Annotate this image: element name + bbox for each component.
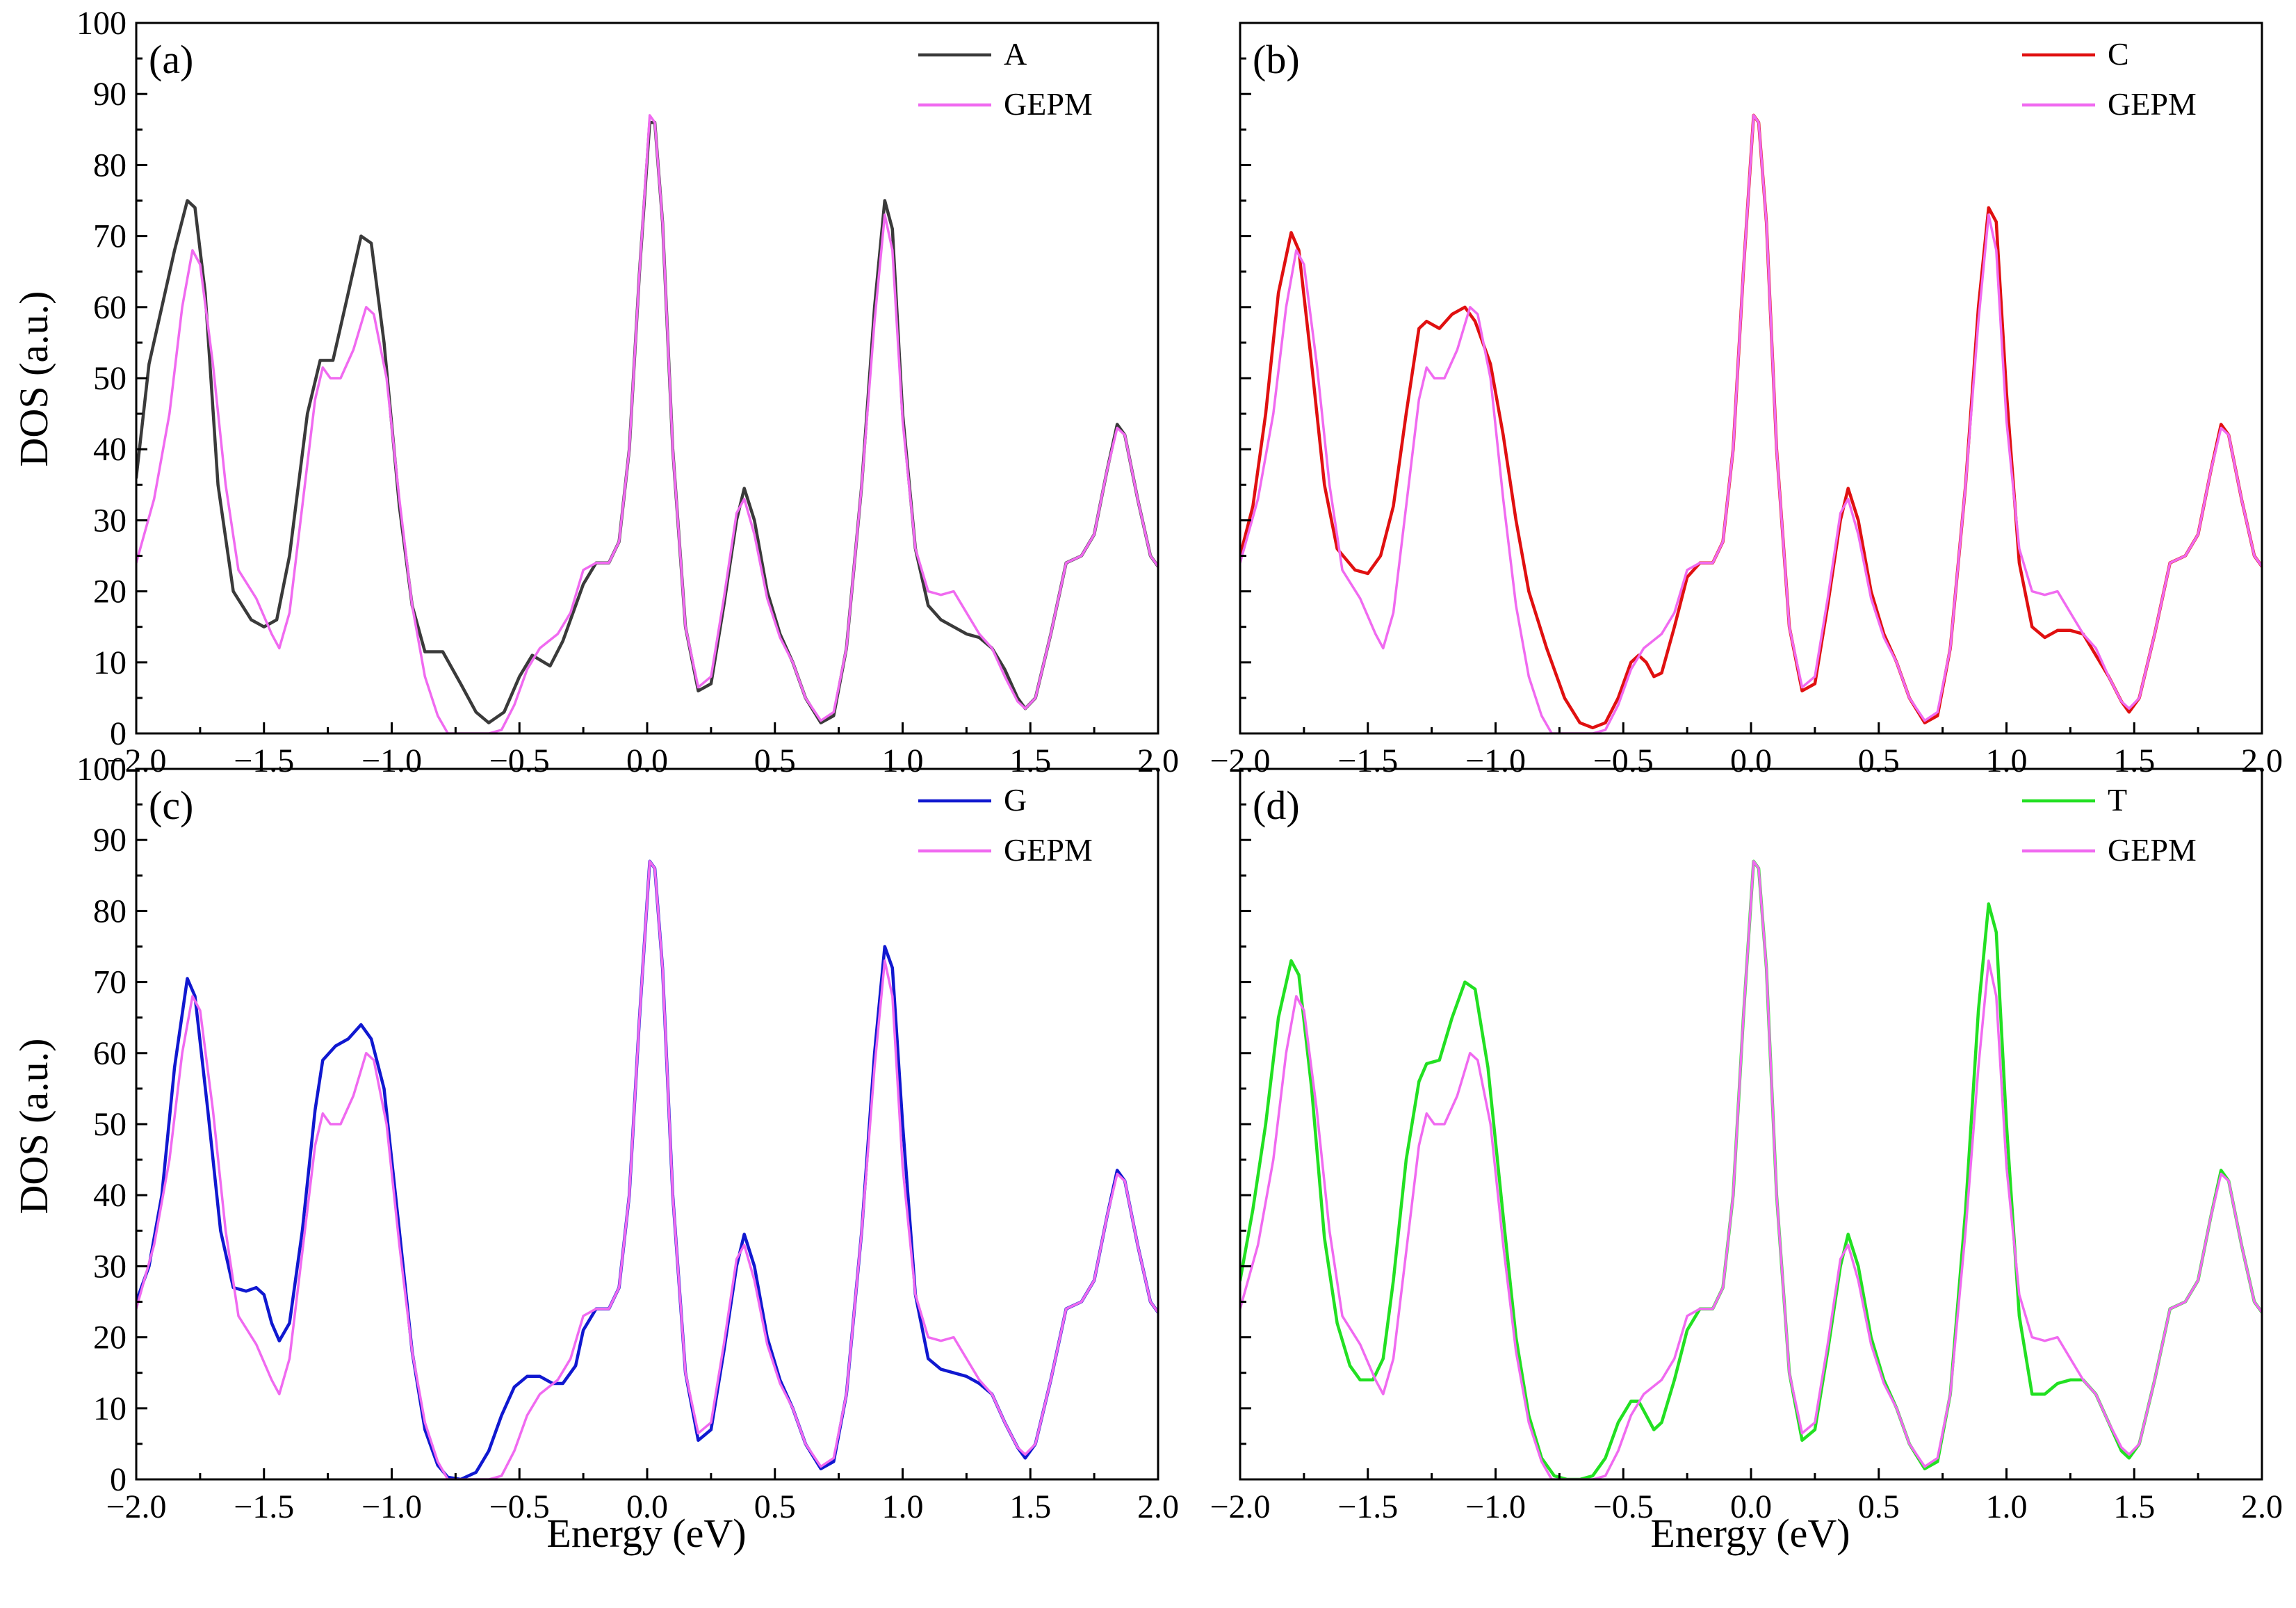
series-group [1240, 113, 2262, 733]
y-tick-label: 10 [93, 644, 127, 681]
series-group [136, 114, 1158, 733]
x-tick-label: 1.0 [882, 742, 924, 779]
y-tick-label: 10 [93, 1390, 127, 1427]
x-tick-label: 1.5 [2113, 1488, 2155, 1525]
x-axis-label-left: Energy (eV) [546, 1511, 746, 1556]
x-tick-label: 0.0 [626, 742, 668, 779]
x-tick-label: −1.5 [1337, 1488, 1398, 1525]
x-tick-label: −0.5 [1593, 1488, 1654, 1525]
y-tick-label: 40 [93, 1177, 127, 1214]
x-tick-label: 1.5 [1009, 742, 1051, 779]
legend-label-gepm: GEPM [1004, 86, 1093, 122]
x-tick-label: 1.0 [882, 1488, 924, 1525]
x-tick-label: 2.0 [1137, 1488, 1179, 1525]
y-tick-label: 90 [93, 822, 127, 859]
y-tick-label: 60 [93, 1035, 127, 1072]
y-tick-label: 70 [93, 964, 127, 1001]
x-tick-label: 0.0 [1730, 742, 1772, 779]
legend: T GEPM [2022, 782, 2197, 868]
y-tick-label: 80 [93, 893, 127, 929]
x-tick-label: −1.0 [361, 742, 422, 779]
y-tick-label: 60 [93, 289, 127, 326]
legend-label-g: G [1004, 782, 1027, 818]
y-tick-label: 100 [76, 5, 127, 42]
y-tick-label: 20 [93, 574, 127, 610]
x-tick-label: −1.0 [361, 1488, 422, 1525]
legend-label-c: C [2108, 36, 2129, 72]
x-tick-label: −0.5 [489, 1488, 550, 1525]
x-tick-label: −0.5 [489, 742, 550, 779]
x-tick-label: −1.0 [1465, 1488, 1526, 1525]
x-tick-label: −2.0 [1210, 1488, 1270, 1525]
legend: A GEPM [918, 36, 1093, 122]
legend: C GEPM [2022, 36, 2197, 122]
series-group [1240, 859, 2262, 1479]
series-line-gepm [136, 860, 1158, 1479]
panel-c: −2.0 −1.5 −1.0 −0.5 0.0 0.5 1.0 1.5 2.0 0 10 20 30 40… [76, 751, 1179, 1525]
x-tick-label: 1.0 [1986, 742, 2028, 779]
series-line-gepm [1240, 114, 2262, 733]
y-tick-label: 70 [93, 218, 127, 255]
x-tick-label: 0.5 [1858, 1488, 1900, 1525]
y-tick-label: 40 [93, 431, 127, 468]
y-tick-label: 90 [93, 76, 127, 113]
x-tick-label: 0.5 [1858, 742, 1900, 779]
panel-label: (a) [149, 37, 193, 82]
y-tick-label: 0 [110, 1461, 127, 1498]
x-tick-label: 0.5 [754, 1488, 796, 1525]
x-tick-label: 1.5 [1009, 1488, 1051, 1525]
x-tick-label: −2.0 [106, 1488, 166, 1525]
legend-label-gepm: GEPM [2108, 832, 2197, 868]
panel-a: −2.0 −1.5 −1.0 −0.5 0.0 0.5 1.0 1.5 2.0010203040… [76, 5, 1179, 779]
x-tick-label: −1.5 [1337, 742, 1398, 779]
panel-label: (c) [149, 783, 193, 828]
x-tick-label: −0.5 [1593, 742, 1654, 779]
legend-label-a: A [1004, 36, 1027, 72]
x-tick-label: 0.0 [1730, 1488, 1772, 1525]
series-line-gepm [136, 114, 1158, 733]
panel-label: (b) [1253, 37, 1300, 82]
y-tick-label: 30 [93, 502, 127, 539]
series-line-gepm [1240, 860, 2262, 1479]
y-tick-label: 50 [93, 360, 127, 397]
y-tick-label: 80 [93, 147, 127, 184]
x-tick-label: −1.0 [1465, 742, 1526, 779]
legend-label-gepm: GEPM [2108, 86, 2197, 122]
y-tick-label: 50 [93, 1106, 127, 1143]
x-tick-label: 0.5 [754, 742, 796, 779]
legend-label-gepm: GEPM [1004, 832, 1093, 868]
y-axis-label-top: DOS (a.u.) [11, 291, 56, 467]
legend: G GEPM [918, 782, 1093, 868]
x-tick-label: −1.5 [234, 742, 294, 779]
y-tick-label: 0 [110, 715, 127, 752]
panel-label: (d) [1253, 783, 1300, 828]
x-axis-label-right: Energy (eV) [1650, 1511, 1850, 1556]
y-tick-label: 20 [93, 1319, 127, 1356]
panel-d: −2.0 −1.5 −1.0 −0.5 0.0 0.5 1.0 1.5 2.0 (d) T GEPM [1210, 768, 2283, 1525]
series-group [136, 859, 1158, 1479]
y-tick-label: 30 [93, 1248, 127, 1285]
x-tick-label: 2.0 [2241, 1488, 2283, 1525]
y-tick-label: 100 [76, 751, 127, 788]
x-tick-label: 1.0 [1986, 1488, 2028, 1525]
legend-label-t: T [2108, 782, 2127, 818]
panels-group: −2.0 −1.5 −1.0 −0.5 0.0 0.5 1.0 1.5 2.0 0 10 20 30 40… [76, 5, 2283, 1525]
x-tick-label: −1.5 [234, 1488, 294, 1525]
x-tick-label: 1.5 [2113, 742, 2155, 779]
y-axis-label-bottom: DOS (a.u.) [11, 1039, 56, 1215]
x-tick-label: 0.0 [626, 1488, 668, 1525]
